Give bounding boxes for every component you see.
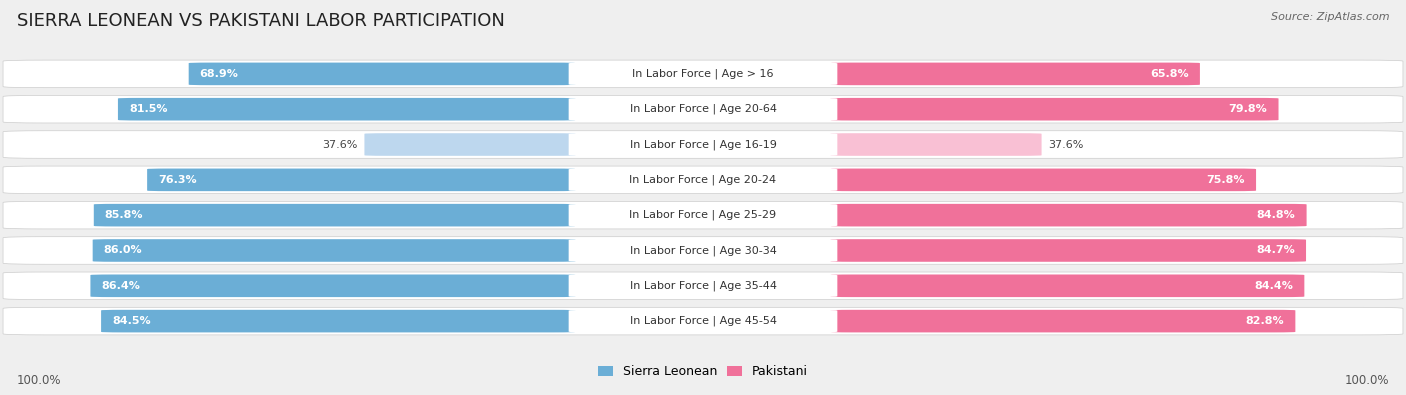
Text: 84.7%: 84.7% <box>1256 245 1295 256</box>
FancyBboxPatch shape <box>148 169 575 191</box>
Text: 100.0%: 100.0% <box>17 374 62 387</box>
Text: In Labor Force | Age 25-29: In Labor Force | Age 25-29 <box>630 210 776 220</box>
FancyBboxPatch shape <box>568 204 838 226</box>
Legend: Sierra Leonean, Pakistani: Sierra Leonean, Pakistani <box>593 360 813 384</box>
Text: 65.8%: 65.8% <box>1150 69 1189 79</box>
Text: 86.0%: 86.0% <box>104 245 142 256</box>
Text: 100.0%: 100.0% <box>1344 374 1389 387</box>
FancyBboxPatch shape <box>568 239 838 262</box>
Text: 86.4%: 86.4% <box>101 281 141 291</box>
FancyBboxPatch shape <box>831 275 1305 297</box>
Text: In Labor Force | Age 35-44: In Labor Force | Age 35-44 <box>630 280 776 291</box>
Text: 84.4%: 84.4% <box>1254 281 1294 291</box>
Text: 37.6%: 37.6% <box>322 139 357 150</box>
FancyBboxPatch shape <box>568 62 838 85</box>
Text: 37.6%: 37.6% <box>1049 139 1084 150</box>
FancyBboxPatch shape <box>188 62 575 85</box>
FancyBboxPatch shape <box>3 307 1403 335</box>
FancyBboxPatch shape <box>3 237 1403 264</box>
Text: In Labor Force | Age 16-19: In Labor Force | Age 16-19 <box>630 139 776 150</box>
FancyBboxPatch shape <box>831 204 1306 226</box>
FancyBboxPatch shape <box>101 310 575 333</box>
FancyBboxPatch shape <box>94 204 575 226</box>
Text: 75.8%: 75.8% <box>1206 175 1246 185</box>
FancyBboxPatch shape <box>831 310 1295 333</box>
FancyBboxPatch shape <box>3 272 1403 299</box>
FancyBboxPatch shape <box>568 169 838 191</box>
FancyBboxPatch shape <box>568 98 838 120</box>
FancyBboxPatch shape <box>831 239 1306 262</box>
Text: SIERRA LEONEAN VS PAKISTANI LABOR PARTICIPATION: SIERRA LEONEAN VS PAKISTANI LABOR PARTIC… <box>17 12 505 30</box>
FancyBboxPatch shape <box>3 201 1403 229</box>
FancyBboxPatch shape <box>90 275 575 297</box>
Text: 79.8%: 79.8% <box>1229 104 1267 114</box>
Text: In Labor Force | Age 20-64: In Labor Force | Age 20-64 <box>630 104 776 115</box>
FancyBboxPatch shape <box>3 166 1403 194</box>
FancyBboxPatch shape <box>3 60 1403 88</box>
FancyBboxPatch shape <box>831 98 1278 120</box>
Text: 76.3%: 76.3% <box>157 175 197 185</box>
Text: 81.5%: 81.5% <box>129 104 167 114</box>
Text: Source: ZipAtlas.com: Source: ZipAtlas.com <box>1271 12 1389 22</box>
FancyBboxPatch shape <box>3 96 1403 123</box>
Text: In Labor Force | Age 20-24: In Labor Force | Age 20-24 <box>630 175 776 185</box>
FancyBboxPatch shape <box>568 275 838 297</box>
Text: In Labor Force | Age 30-34: In Labor Force | Age 30-34 <box>630 245 776 256</box>
Text: 85.8%: 85.8% <box>105 210 143 220</box>
FancyBboxPatch shape <box>568 310 838 333</box>
Text: 68.9%: 68.9% <box>200 69 239 79</box>
Text: 84.8%: 84.8% <box>1257 210 1295 220</box>
FancyBboxPatch shape <box>118 98 575 120</box>
FancyBboxPatch shape <box>831 62 1199 85</box>
Text: 84.5%: 84.5% <box>112 316 150 326</box>
FancyBboxPatch shape <box>831 133 1042 156</box>
FancyBboxPatch shape <box>93 239 575 262</box>
Text: In Labor Force | Age 45-54: In Labor Force | Age 45-54 <box>630 316 776 326</box>
FancyBboxPatch shape <box>364 133 575 156</box>
Text: In Labor Force | Age > 16: In Labor Force | Age > 16 <box>633 69 773 79</box>
FancyBboxPatch shape <box>568 133 838 156</box>
FancyBboxPatch shape <box>831 169 1256 191</box>
FancyBboxPatch shape <box>3 131 1403 158</box>
Text: 82.8%: 82.8% <box>1246 316 1284 326</box>
